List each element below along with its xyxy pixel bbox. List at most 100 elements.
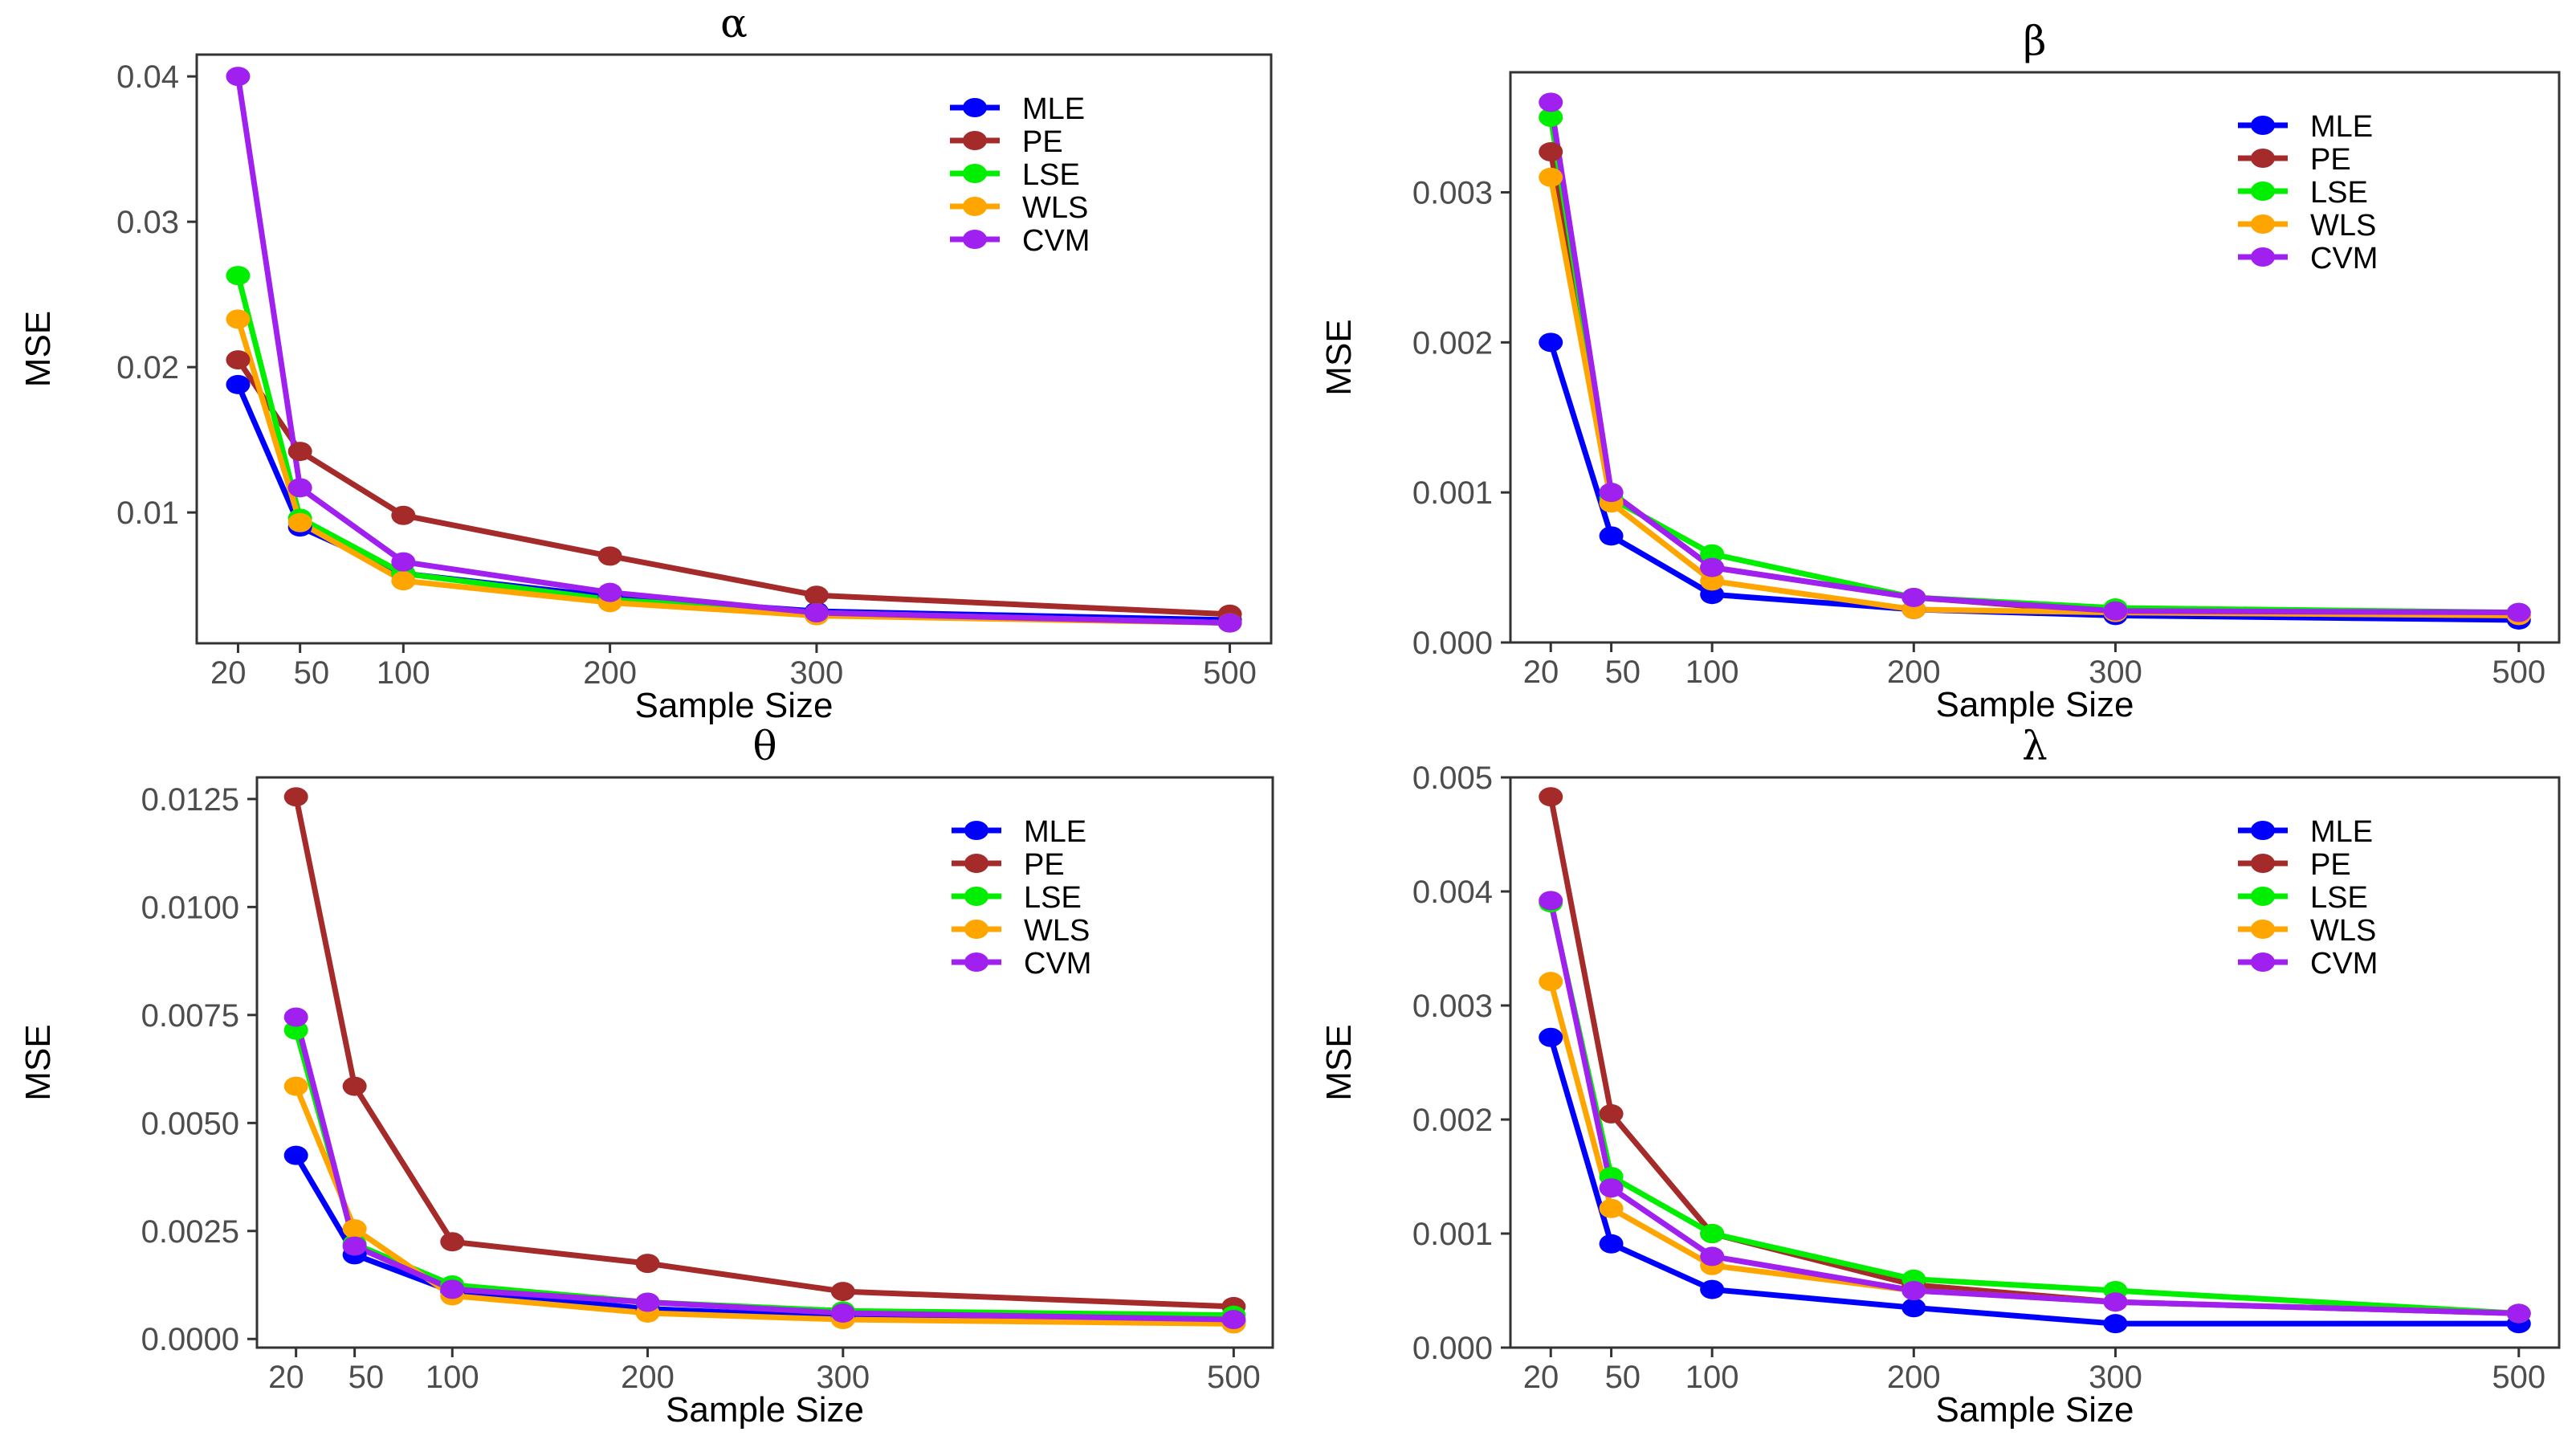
x-axis-title: Sample Size	[634, 686, 833, 725]
y-axis-title: MSE	[1319, 319, 1359, 395]
data-point-wls	[283, 1076, 308, 1096]
data-point-wls	[1539, 972, 1563, 992]
data-point-cvm	[287, 478, 312, 498]
data-point-cvm	[830, 1303, 855, 1323]
legend-label-wls: WLS	[2310, 914, 2376, 948]
x-tick-label: 500	[2492, 1360, 2545, 1395]
x-tick-label: 20	[1523, 655, 1559, 690]
data-point-mle	[1539, 332, 1563, 353]
y-tick-label: 0.0125	[141, 782, 239, 818]
data-point-cvm	[1221, 1310, 1246, 1330]
data-point-cvm	[283, 1007, 308, 1027]
data-point-pe	[342, 1076, 367, 1096]
legend-label-mle: MLE	[1024, 815, 1086, 849]
data-point-wls	[342, 1219, 367, 1239]
data-point-pe	[391, 505, 416, 525]
panel-title: λ	[2022, 723, 2048, 769]
x-tick-label: 500	[2492, 655, 2545, 690]
data-point-cvm	[1217, 613, 1242, 633]
data-point-cvm	[597, 582, 622, 602]
x-tick-label: 50	[348, 1360, 385, 1395]
legend-marker-pe	[2251, 149, 2275, 168]
series-line-cvm	[1547, 101, 2519, 616]
data-point-cvm	[391, 552, 416, 572]
legend-label-cvm: CVM	[2310, 242, 2378, 275]
plot-frame	[1509, 776, 2561, 1349]
panel-title: θ	[752, 723, 776, 769]
data-point-lse	[1539, 108, 1563, 128]
legend-label-mle: MLE	[2310, 110, 2373, 144]
panel-title: α	[720, 0, 748, 47]
data-point-mle	[1599, 526, 1624, 546]
legend-marker-cvm	[2251, 247, 2275, 267]
legend-marker-mle	[963, 98, 987, 117]
legend-marker-lse	[2251, 887, 2275, 906]
data-point-mle	[1901, 1298, 1926, 1318]
data-point-pe	[226, 350, 251, 370]
data-point-pe	[287, 442, 312, 462]
legend-marker-lse	[2251, 182, 2275, 201]
data-point-cvm	[1539, 92, 1563, 112]
data-point-cvm	[1700, 1246, 1725, 1266]
legend-label-mle: MLE	[1022, 92, 1085, 126]
x-tick-label: 100	[1685, 655, 1739, 690]
data-point-wls	[391, 571, 416, 591]
x-tick-label: 200	[621, 1360, 675, 1395]
plot-frame	[1509, 71, 2561, 644]
x-axis-title: Sample Size	[1935, 685, 2134, 724]
series-line-cvm	[1547, 899, 2519, 1316]
y-tick-label: 0.003	[1412, 175, 1493, 210]
data-point-cvm	[1599, 1178, 1624, 1198]
x-tick-label: 300	[2089, 1360, 2142, 1395]
data-point-mle	[1539, 1027, 1563, 1047]
data-point-cvm	[2506, 602, 2531, 622]
data-point-pe	[440, 1232, 465, 1252]
data-point-cvm	[1539, 891, 1563, 911]
data-point-pe	[804, 585, 829, 606]
legend-marker-wls	[2251, 920, 2275, 939]
legend-label-cvm: CVM	[1024, 947, 1091, 981]
y-tick-label: 0.004	[1412, 875, 1493, 910]
x-tick-label: 20	[210, 655, 247, 691]
data-point-wls	[1700, 571, 1725, 591]
data-point-mle	[226, 374, 251, 394]
data-point-cvm	[2103, 1292, 2128, 1312]
legend-label-mle: MLE	[2310, 815, 2373, 849]
data-point-pe	[597, 546, 622, 566]
series-line-pe	[293, 796, 1234, 1310]
legend-marker-lse	[963, 164, 987, 183]
data-point-pe	[1539, 787, 1563, 807]
legend-marker-wls	[963, 197, 987, 216]
legend-marker-mle	[964, 821, 988, 840]
legend-marker-mle	[2251, 821, 2275, 840]
data-point-cvm	[226, 67, 251, 87]
y-tick-label: 0.0000	[141, 1322, 239, 1357]
y-axis-title: MSE	[1319, 1024, 1359, 1100]
x-tick-label: 50	[1605, 655, 1641, 690]
data-point-cvm	[1700, 557, 1725, 577]
x-tick-label: 200	[1887, 1360, 1941, 1395]
legend-marker-cvm	[2251, 952, 2275, 972]
legend-marker-mle	[2251, 116, 2275, 135]
y-tick-label: 0.001	[1412, 475, 1493, 511]
panel-title: β	[2024, 18, 2047, 64]
y-tick-label: 0.03	[116, 205, 179, 240]
data-point-pe	[635, 1254, 660, 1274]
legend-marker-lse	[964, 887, 988, 906]
data-point-cvm	[440, 1279, 465, 1299]
data-point-pe	[283, 787, 308, 807]
legend-label-wls: WLS	[1024, 914, 1090, 948]
data-point-mle	[1700, 1279, 1725, 1299]
legend-marker-wls	[964, 920, 988, 939]
legend-label-pe: PE	[2310, 848, 2351, 882]
legend-marker-wls	[2251, 214, 2275, 234]
data-point-cvm	[342, 1236, 367, 1256]
y-tick-label: 0.001	[1412, 1217, 1493, 1252]
legend-label-lse: LSE	[1024, 881, 1082, 915]
data-point-cvm	[804, 602, 829, 622]
plot-frame	[195, 53, 1273, 645]
x-tick-label: 100	[1685, 1360, 1739, 1395]
legend-marker-cvm	[963, 230, 987, 249]
